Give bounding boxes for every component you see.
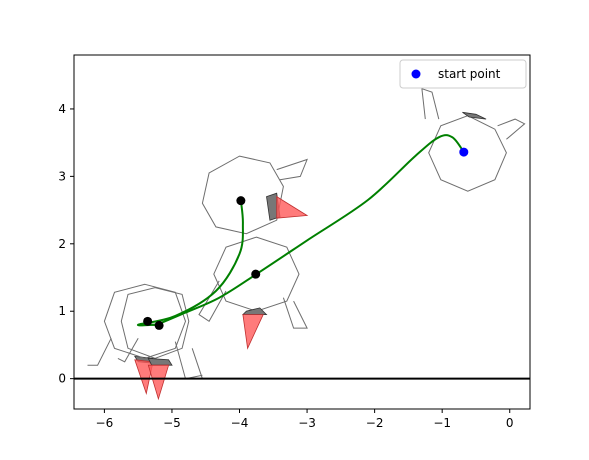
axes: −6 −5 −4 −3 −2 −1 0 0 1 2 3 4 [58, 54, 531, 430]
x-tick-label: −6 [96, 416, 114, 430]
x-tick-label: −4 [231, 416, 249, 430]
robot-foot-dark [241, 307, 268, 316]
axes-frame [73, 54, 531, 410]
robot-pose-1 [201, 155, 309, 235]
robot-pose-0 [421, 87, 526, 192]
x-tick-label: −1 [433, 416, 451, 430]
legend-box [399, 59, 527, 89]
legend-marker [411, 69, 421, 79]
y-tick-label: 1 [58, 304, 66, 318]
robot-foot-dark [462, 111, 487, 120]
x-tick-label: 0 [506, 416, 514, 430]
robot-body [428, 115, 507, 192]
robot-foot-dark [147, 357, 173, 366]
x-tick-label: −3 [298, 416, 316, 430]
robot-foot-red [134, 359, 154, 396]
robot-foot-red [147, 364, 170, 401]
robot-body [201, 155, 284, 235]
y-tick-label: 3 [58, 169, 66, 183]
joint-point-1 [251, 269, 261, 279]
y-tick-label: 0 [58, 372, 66, 386]
x-tick-label: −2 [366, 416, 384, 430]
robot-limb [282, 297, 308, 329]
trajectory-1 [137, 200, 244, 327]
joint-point-2 [143, 316, 153, 326]
joint-point-0 [236, 196, 246, 206]
plot-content [74, 87, 530, 401]
x-tick-label: −5 [163, 416, 181, 430]
start-point-marker [459, 147, 469, 157]
robot-foot-red [276, 195, 309, 219]
robot-limb [117, 337, 139, 363]
robot-limb [497, 118, 526, 140]
plot-area [74, 87, 530, 401]
legend-label: start point [438, 67, 501, 81]
legend: start point [399, 59, 527, 89]
robot-limb [421, 87, 440, 120]
robot-body [120, 287, 190, 359]
y-tick-label: 2 [58, 237, 66, 251]
joint-point-3 [154, 320, 164, 330]
robot-limb [276, 158, 308, 181]
robot-foot-red [242, 314, 264, 350]
robot-pose-2 [198, 236, 308, 350]
robot-body [103, 283, 187, 359]
robot-limb [87, 337, 112, 366]
y-tick-label: 4 [58, 102, 66, 116]
